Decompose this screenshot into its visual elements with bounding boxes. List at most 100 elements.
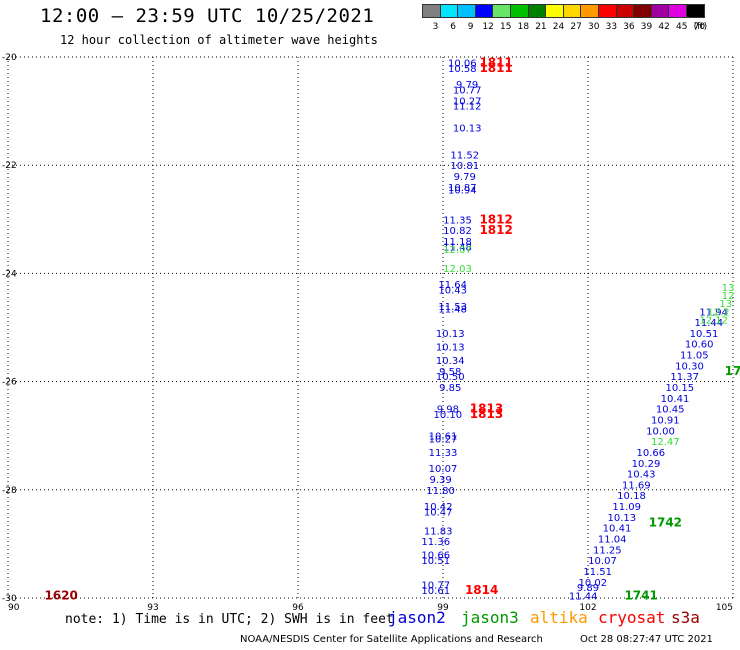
chart-title: 12:00 – 23:59 UTC 10/25/2021 — [40, 5, 375, 27]
data-point-label-light-green: 13 — [722, 283, 735, 294]
x-tick-label: 102 — [579, 603, 596, 613]
data-point-label-jason2: 10.91 — [651, 415, 680, 426]
data-point-label-light-green: 12.12 — [699, 315, 728, 326]
data-point-label-jason2: 9.79 — [454, 172, 476, 183]
legend-label-6: 6 — [450, 22, 456, 32]
legend-label-33: 33 — [605, 22, 618, 32]
data-point-label-jason2: 11.33 — [429, 448, 458, 459]
data-point-label-jason2: 10.27 — [429, 434, 458, 445]
data-point-label-jason2: 9.58 — [439, 367, 461, 378]
data-point-label-jason2: 10.87 — [448, 183, 477, 194]
data-point-label-jason2: 10.50 — [436, 372, 465, 383]
data-point-label-jason2: 9.89 — [577, 583, 599, 594]
data-point-label-jason2: 11.25 — [593, 545, 622, 556]
data-point-label-jason2: 10.77 — [421, 580, 450, 591]
legend-label-15: 15 — [500, 22, 512, 32]
data-point-label-light-green: 12.2 — [707, 307, 729, 318]
data-point-label-jason2: 10.30 — [675, 361, 704, 372]
data-point-label-jason2: 9.39 — [429, 475, 451, 486]
data-point-label-jason2: 11.69 — [622, 480, 651, 491]
data-point-label-jason2: 9.79 — [456, 80, 478, 91]
data-point-label-jason2: 11.37 — [670, 372, 699, 383]
data-point-label-jason2: 10.60 — [685, 340, 714, 351]
data-point-label-jason2: 11.48 — [443, 242, 472, 253]
legend-swatch-70 — [686, 4, 705, 18]
data-point-label-jason2: 10.58 — [448, 64, 477, 75]
legend-label-18: 18 — [517, 22, 530, 32]
data-point-label-jason2: 11.44 — [569, 591, 598, 602]
data-point-label-jason2: 11.18 — [443, 237, 472, 248]
data-point-label-jason2: 10.10 — [434, 410, 463, 421]
data-point-label-jason2: 11.53 — [438, 302, 467, 313]
data-point-label-jason2: 11.09 — [612, 502, 641, 513]
legend-unit: (ft) — [693, 22, 708, 32]
data-point-label-jason2: 10.18 — [617, 491, 646, 502]
mission-label-s3a: s3a — [671, 608, 700, 627]
data-point-label-cryosat: 1814 — [465, 583, 498, 597]
legend-label-12: 12 — [482, 22, 494, 32]
data-point-label-jason2: 10.61 — [429, 432, 458, 443]
data-point-label-jason2: 10.13 — [436, 342, 465, 353]
data-point-label-cryosat: 1811 — [479, 55, 512, 69]
data-point-label-jason2: 10.06 — [448, 58, 477, 69]
data-point-label-light-green: 12.07 — [443, 245, 472, 256]
legend-label-27: 27 — [570, 22, 582, 32]
data-point-label-jason2: 10.00 — [646, 426, 675, 437]
legend-label-36: 36 — [623, 22, 635, 32]
data-point-label-light-green: 12 — [722, 291, 735, 302]
data-point-label-jason2: 11.05 — [680, 351, 709, 362]
y-tick-label: -26 — [2, 378, 17, 388]
data-point-label-jason2: 11.64 — [438, 280, 467, 291]
data-point-label-cryosat: 1812 — [479, 223, 512, 237]
y-tick-label: -28 — [2, 486, 17, 496]
data-point-label-jason2: 10.61 — [421, 586, 450, 597]
data-point-label-jason2: 10.51 — [421, 556, 450, 567]
data-point-label-jason2: 11.80 — [426, 486, 455, 497]
data-point-label-jason2: 11.04 — [598, 534, 627, 545]
data-point-label-jason2: 10.45 — [656, 405, 685, 416]
legend-label-39: 39 — [640, 22, 653, 32]
data-point-label-jason2: 11.83 — [424, 526, 453, 537]
data-point-label-jason2: 10.34 — [436, 356, 465, 367]
data-point-label-cryosat: 1811 — [479, 61, 512, 75]
legend-label-24: 24 — [552, 22, 565, 32]
data-point-label-jason2: 10.82 — [443, 226, 472, 237]
data-point-label-cryosat: 1812 — [479, 212, 512, 226]
data-point-label-light-green: 13 — [719, 299, 732, 310]
data-point-label-jason2: 10.13 — [453, 123, 482, 134]
data-point-label-jason2: 11.12 — [453, 102, 482, 113]
x-tick-label: 93 — [147, 603, 158, 613]
data-point-label-jason2: 11.52 — [450, 150, 479, 161]
x-tick-label: 99 — [437, 603, 449, 613]
data-point-label-jason2: 10.27 — [453, 96, 482, 107]
data-point-label-jason2: 11.44 — [695, 318, 724, 329]
data-point-label-jason2: 10.47 — [424, 507, 453, 518]
mission-label-altika: altika — [530, 608, 588, 627]
data-point-label-cryosat: 1813 — [470, 407, 503, 421]
data-point-label-jason2: 10.29 — [632, 459, 661, 470]
data-point-label-jason2: 10.07 — [588, 556, 617, 567]
data-point-label-jason2: 10.13 — [436, 329, 465, 340]
y-tick-label: -20 — [2, 53, 17, 63]
data-point-label-jason2: 11.51 — [583, 567, 612, 578]
data-point-label-cryosat: 1813 — [470, 402, 503, 416]
data-point-label-jason2: 11.36 — [421, 537, 450, 548]
data-point-label-light-green: 12.47 — [651, 437, 680, 448]
legend-label-3: 3 — [432, 22, 439, 32]
data-point-label-jason2: 10.07 — [429, 464, 458, 475]
legend-label-21: 21 — [535, 22, 547, 32]
mission-label-jason2: jason2 — [388, 608, 446, 627]
data-point-label-jason2: 10.02 — [579, 578, 608, 589]
credit-line: NOAA/NESDIS Center for Satellite Applica… — [240, 634, 543, 645]
data-point-label-jason2: 11.48 — [438, 305, 467, 316]
data-point-label-jason2: 9.98 — [437, 405, 459, 416]
data-point-label-jason2: 10.66 — [421, 551, 450, 562]
data-point-label-jason3: 17 — [725, 364, 740, 378]
footer-note: note: 1) Time is in UTC; 2) SWH is in fe… — [65, 612, 394, 627]
color-scale-legend: 3 6 9 12 15 18 21 24 27 30 33 36 39 42 45 70 (ft) — [422, 4, 728, 38]
x-tick-label: 96 — [292, 603, 304, 613]
data-point-label-jason2: 10.51 — [690, 329, 719, 340]
chart-subtitle: 12 hour collection of altimeter wave hei… — [60, 33, 378, 47]
data-point-label-jason2: 10.43 — [627, 470, 656, 481]
